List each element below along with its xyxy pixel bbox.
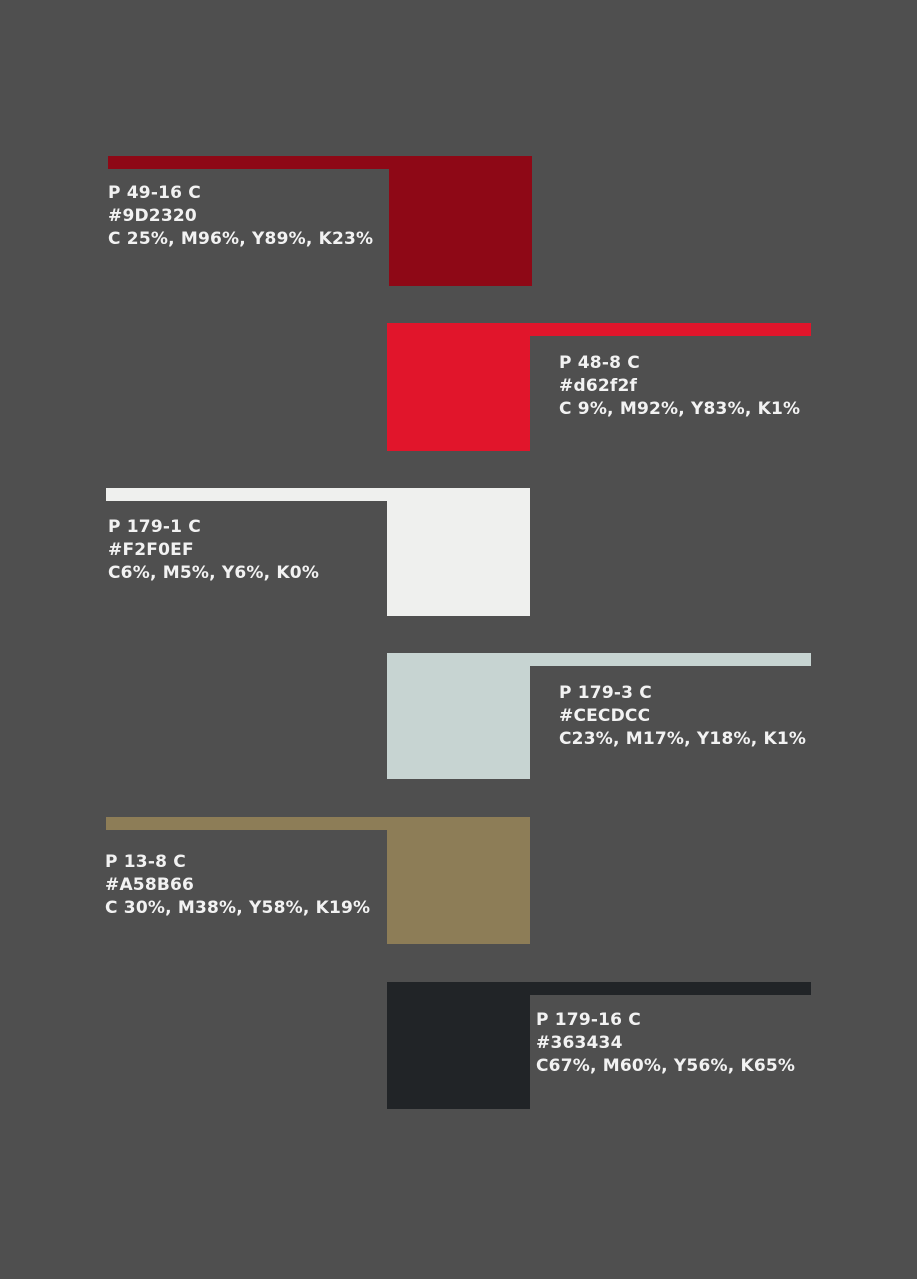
hex-code: #d62f2f [559, 376, 638, 396]
color-swatch [387, 817, 530, 944]
swatch-bar [529, 653, 811, 666]
swatch-label: P 48-8 C #d62f2f C 9%, M92%, Y83%, K1% [559, 352, 800, 421]
hex-code: #F2F0EF [108, 540, 194, 560]
pantone-code: P 179-16 C [536, 1010, 641, 1030]
hex-code: #363434 [536, 1033, 623, 1053]
swatch-bar [106, 817, 388, 830]
color-swatch [387, 982, 530, 1109]
pantone-code: P 48-8 C [559, 353, 640, 373]
color-swatch [387, 653, 530, 779]
swatch-label: P 13-8 C #A58B66 C 30%, M38%, Y58%, K19% [105, 851, 370, 920]
color-swatch [387, 323, 530, 451]
color-swatch [389, 156, 532, 286]
swatch-label: P 179-3 C #CECDCC C23%, M17%, Y18%, K1% [559, 682, 806, 751]
swatch-bar [529, 982, 811, 995]
swatch-bar [108, 156, 390, 169]
cmyk-values: C 25%, M96%, Y89%, K23% [108, 229, 374, 249]
cmyk-values: C67%, M60%, Y56%, K65% [536, 1056, 796, 1076]
swatch-bar [106, 488, 388, 501]
hex-code: #A58B66 [105, 875, 195, 895]
swatch-label: P 49-16 C #9D2320 C 25%, M96%, Y89%, K23… [108, 182, 373, 251]
pantone-code: P 13-8 C [105, 852, 186, 872]
swatch-bar [529, 323, 811, 336]
swatch-label: P 179-1 C #F2F0EF C6%, M5%, Y6%, K0% [108, 516, 319, 585]
cmyk-values: C 9%, M92%, Y83%, K1% [559, 399, 801, 419]
cmyk-values: C6%, M5%, Y6%, K0% [108, 563, 320, 583]
cmyk-values: C 30%, M38%, Y58%, K19% [105, 898, 371, 918]
pantone-code: P 49-16 C [108, 183, 201, 203]
cmyk-values: C23%, M17%, Y18%, K1% [559, 729, 807, 749]
color-swatch [387, 488, 530, 616]
pantone-code: P 179-3 C [559, 683, 652, 703]
hex-code: #CECDCC [559, 706, 651, 726]
hex-code: #9D2320 [108, 206, 197, 226]
pantone-code: P 179-1 C [108, 517, 201, 537]
swatch-label: P 179-16 C #363434 C67%, M60%, Y56%, K65… [536, 1009, 795, 1078]
